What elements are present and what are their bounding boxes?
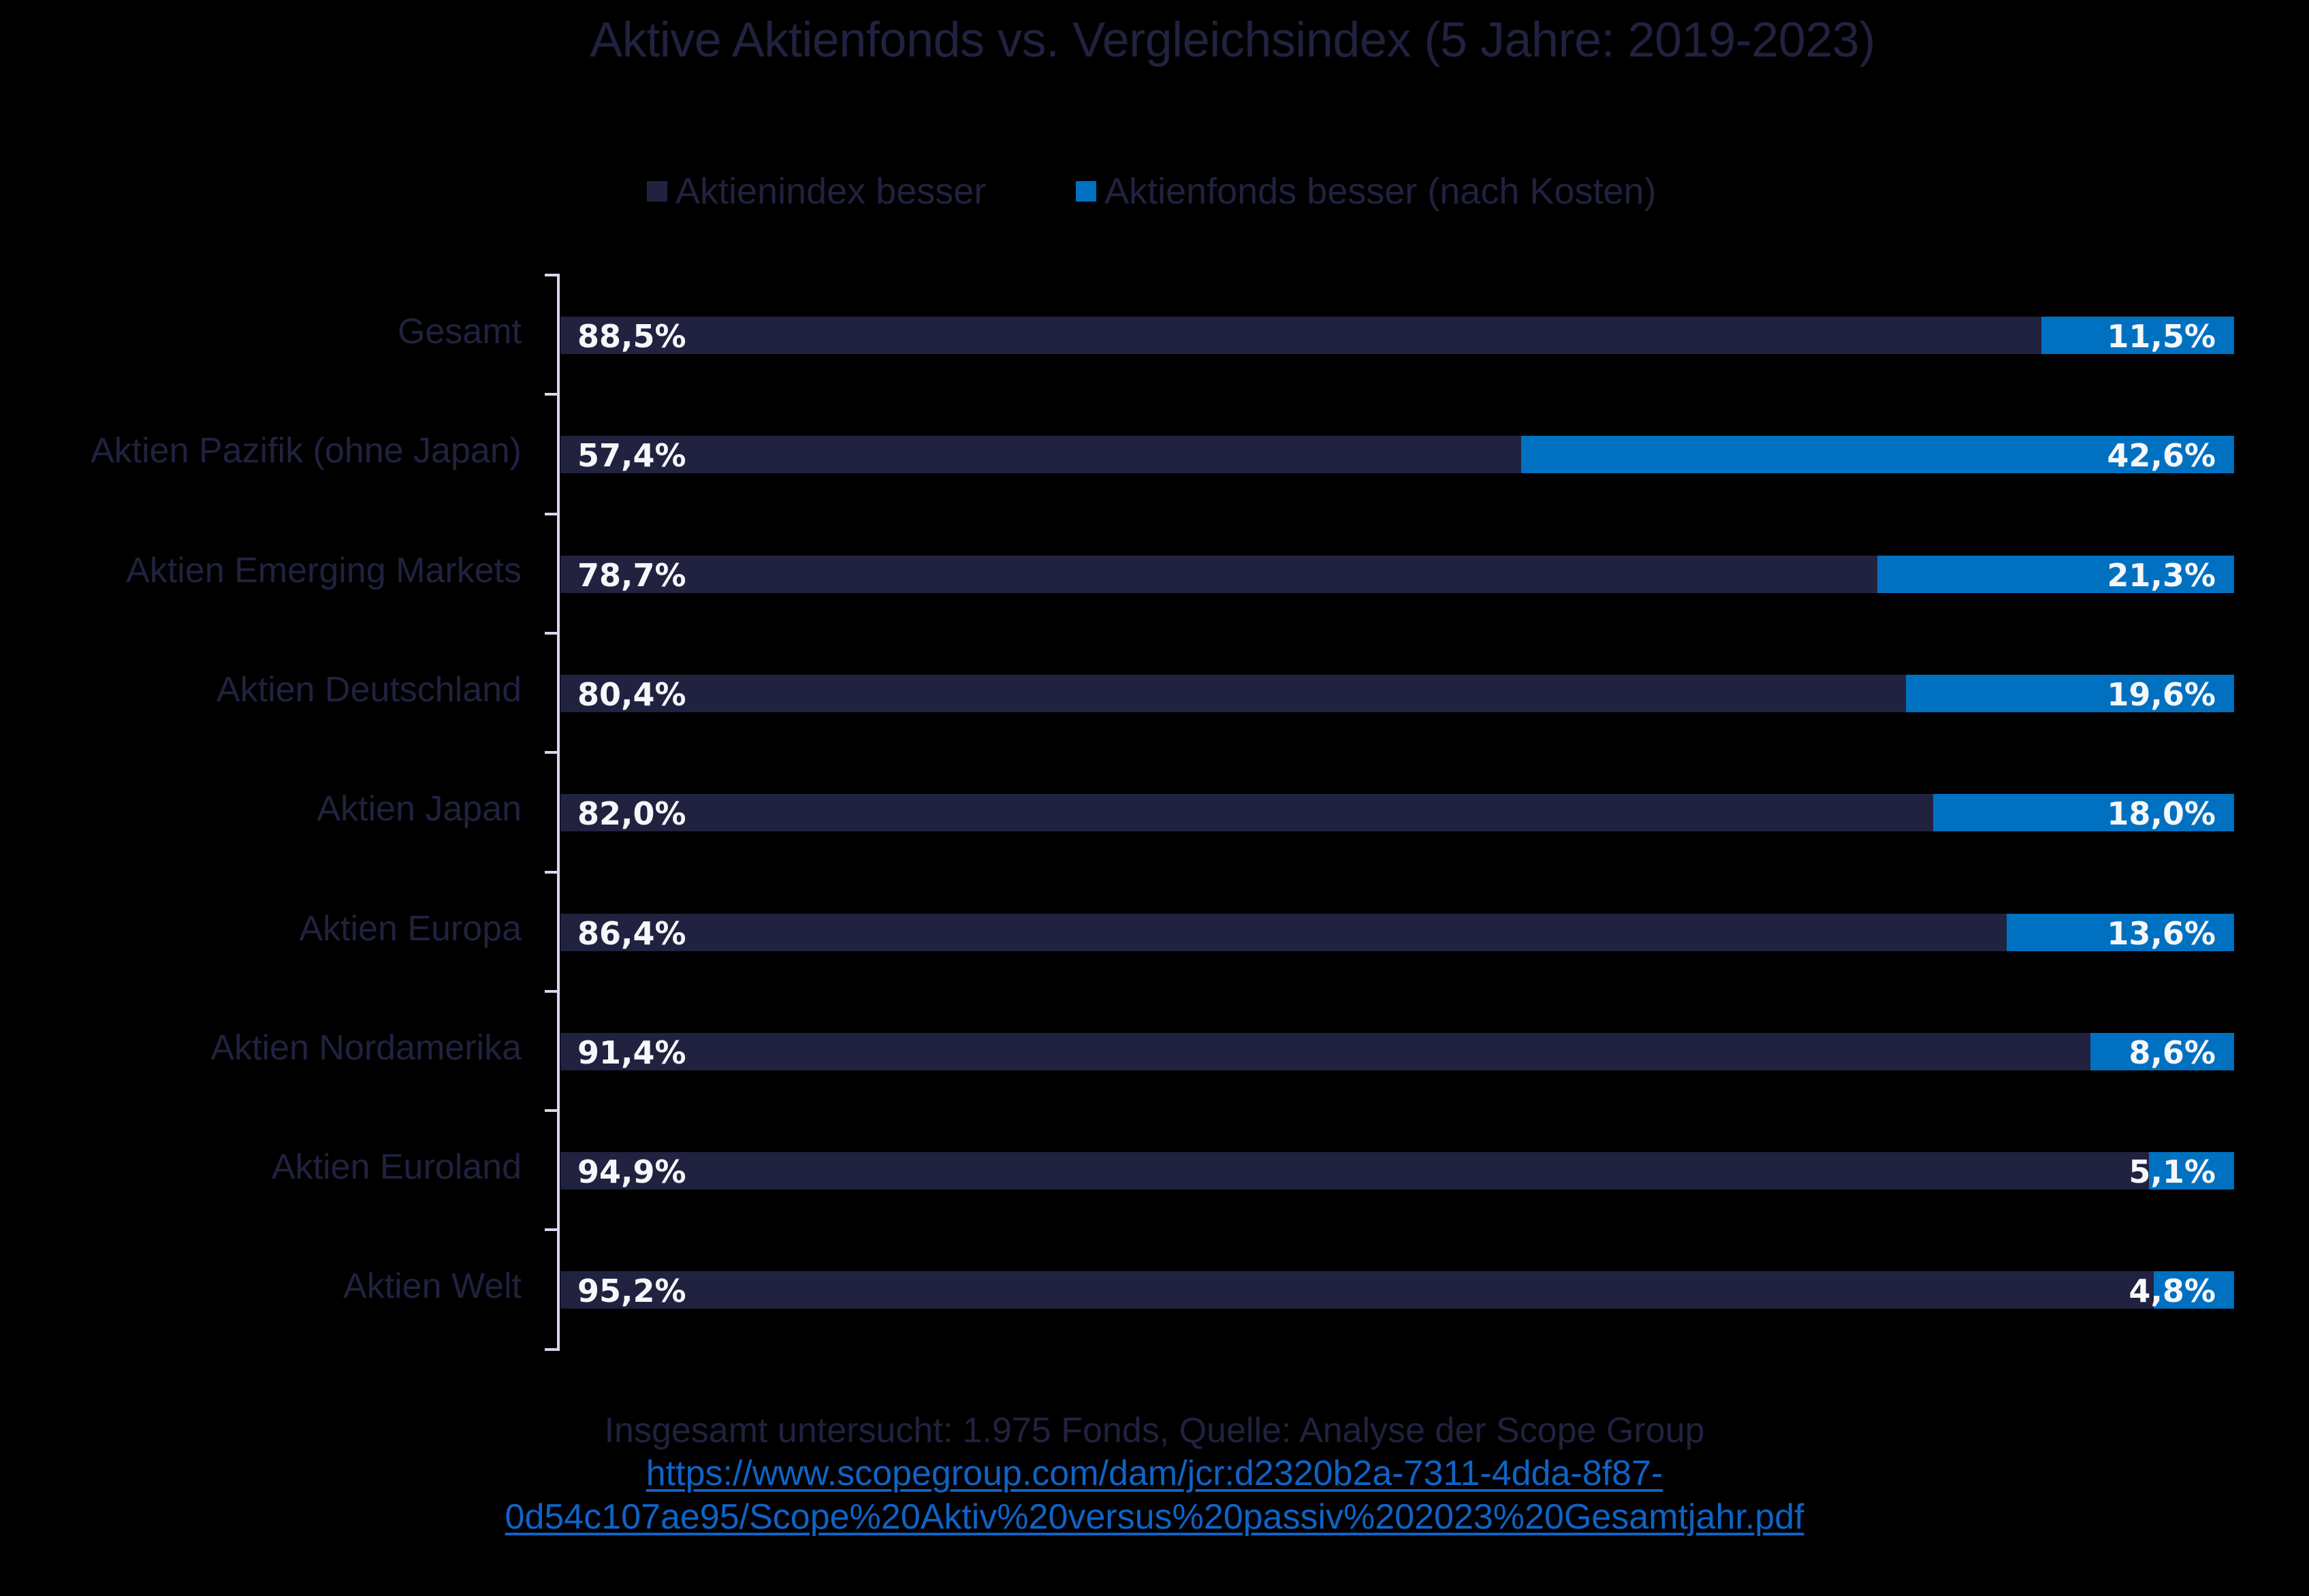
legend-swatch-fonds-icon — [1076, 181, 1096, 202]
value-label-fonds: 11,5% — [2107, 318, 2216, 355]
value-label-fonds: 21,3% — [2107, 556, 2216, 594]
bar-segment-index[interactable] — [560, 674, 1907, 712]
bar-segment-fonds[interactable] — [2148, 1152, 2234, 1190]
value-label-index: 88,5% — [577, 318, 686, 355]
bar-row: 94,9% 5,1% — [560, 1152, 2234, 1190]
source-note: Insgesamt untersucht: 1.975 Fonds, Quell… — [604, 1411, 1705, 1450]
value-label-index: 95,2% — [577, 1273, 686, 1310]
y-axis-tick — [545, 393, 560, 396]
bar-segment-fonds[interactable] — [2006, 913, 2234, 951]
source-link-line-1[interactable]: https://www.scopegroup.com/dam/jcr:d2320… — [646, 1454, 1663, 1493]
bar-segment-fonds[interactable] — [2154, 1271, 2234, 1309]
source-footer: Insgesamt untersucht: 1.975 Fonds, Quell… — [0, 1409, 2309, 1539]
legend-label-index: Aktienindex besser — [675, 171, 987, 212]
y-axis-tick — [545, 631, 560, 635]
category-label: Aktien Deutschland — [216, 669, 522, 709]
value-label-fonds: 5,1% — [2129, 1153, 2216, 1191]
value-label-index: 82,0% — [577, 795, 686, 833]
bar-segment-fonds[interactable] — [1877, 555, 2234, 593]
y-axis-line — [557, 274, 560, 1351]
value-label-index: 78,7% — [577, 556, 686, 594]
source-link-line-2[interactable]: 0d54c107ae95/Scope%20Aktiv%20versus%20pa… — [505, 1497, 1804, 1537]
bar-segment-index[interactable] — [560, 1032, 2090, 1070]
value-label-fonds: 42,6% — [2107, 437, 2216, 475]
y-axis-tick — [545, 1347, 560, 1351]
y-axis-tick — [545, 1228, 560, 1232]
y-axis-tick — [545, 512, 560, 515]
y-axis-tick — [545, 751, 560, 754]
legend-swatch-index-icon — [647, 181, 667, 202]
y-axis-tick — [545, 870, 560, 874]
value-label-fonds: 18,0% — [2107, 795, 2216, 833]
value-label-fonds: 19,6% — [2107, 675, 2216, 713]
category-label: Gesamt — [397, 312, 522, 351]
legend-label-fonds: Aktienfonds besser (nach Kosten) — [1104, 171, 1657, 212]
chart-title: Aktive Aktienfonds vs. Vergleichsindex (… — [590, 13, 1875, 67]
bar-segment-index[interactable] — [560, 317, 2042, 354]
bar-segment-index[interactable] — [560, 555, 1878, 593]
bar-segment-fonds[interactable] — [1906, 674, 2234, 712]
value-label-index: 94,9% — [577, 1153, 686, 1191]
legend: Aktienindex besser Aktienfonds besser (n… — [0, 170, 2309, 218]
bar-segment-index[interactable] — [560, 794, 1933, 832]
value-label-fonds: 13,6% — [2107, 914, 2216, 952]
bar-row: 95,2% 4,8% — [560, 1271, 2234, 1309]
category-label: Aktien Welt — [343, 1266, 522, 1307]
y-axis-tick — [545, 1109, 560, 1113]
value-label-index: 57,4% — [577, 437, 686, 475]
legend-item-fonds: Aktienfonds besser (nach Kosten) — [1076, 170, 1656, 212]
category-label: Aktien Japan — [317, 789, 522, 829]
value-label-index: 91,4% — [577, 1034, 686, 1071]
bar-row: 80,4% 19,6% — [560, 674, 2234, 713]
category-label: Aktien Emerging Markets — [126, 550, 522, 590]
bar-segment-index[interactable] — [560, 436, 1521, 474]
category-label: Aktien Nordamerika — [210, 1027, 522, 1068]
bar-segment-index[interactable] — [560, 913, 2007, 951]
bar-row: 78,7% 21,3% — [560, 555, 2234, 594]
y-axis-tick — [545, 274, 560, 276]
bar-segment-index[interactable] — [560, 1271, 2154, 1309]
category-label: Aktien Pazifik (ohne Japan) — [90, 431, 522, 471]
bar-row: 88,5% 11,5% — [560, 317, 2234, 355]
bar-segment-index[interactable] — [560, 1152, 2149, 1190]
y-axis-tick — [545, 989, 560, 993]
value-label-fonds: 4,8% — [2129, 1273, 2216, 1310]
bar-row: 91,4% 8,6% — [560, 1032, 2234, 1071]
bar-segment-fonds[interactable] — [2090, 1032, 2234, 1070]
bar-row: 86,4% 13,6% — [560, 913, 2234, 952]
legend-item-index: Aktienindex besser — [647, 170, 986, 212]
bar-row: 57,4% 42,6% — [560, 436, 2234, 475]
value-label-index: 80,4% — [577, 675, 686, 713]
category-label: Aktien Euroland — [271, 1147, 522, 1187]
category-label: Aktien Europa — [299, 908, 522, 948]
value-label-index: 86,4% — [577, 914, 686, 952]
bar-segment-fonds[interactable] — [1520, 436, 2234, 474]
bar-segment-fonds[interactable] — [2041, 317, 2234, 354]
value-label-fonds: 8,6% — [2129, 1034, 2216, 1071]
bar-row: 82,0% 18,0% — [560, 794, 2234, 833]
bar-segment-fonds[interactable] — [1932, 794, 2234, 832]
